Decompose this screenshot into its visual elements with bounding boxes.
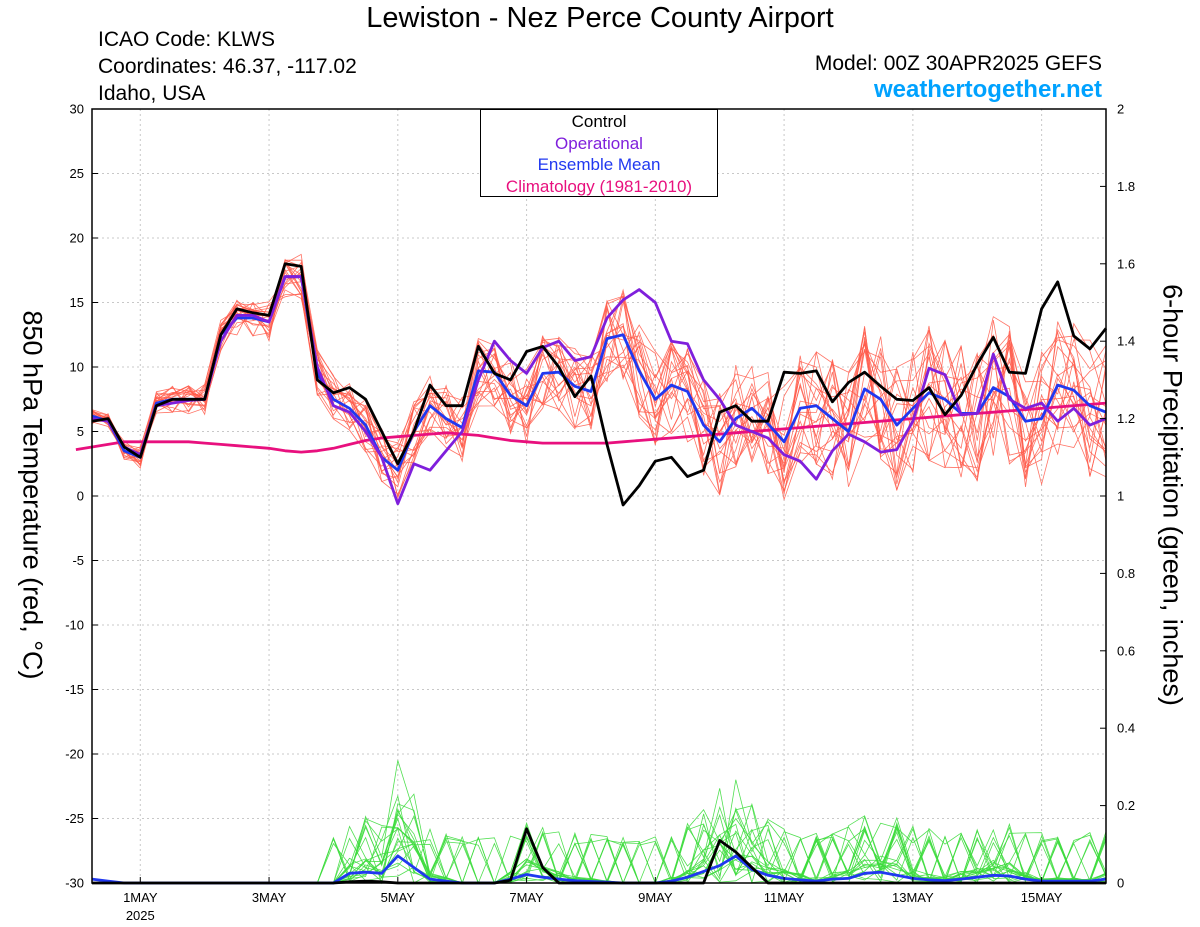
y-tick-label: 0 — [77, 489, 84, 504]
y-axis-label-precipitation: 6-hour Precipitation (green, inches) — [1157, 284, 1188, 706]
ensemble-member-precipitation-line — [92, 779, 1107, 884]
ensemble-member-precipitation-line — [92, 808, 1107, 884]
ensemble-mean-line-temperature — [91, 275, 1107, 472]
ensemble-member-temperature-line — [91, 265, 1107, 500]
y-tick-label: 20 — [70, 231, 84, 246]
ensemble-member-precipitation-line — [92, 793, 1107, 884]
ensemble-member-temperature-line — [91, 267, 1107, 486]
ensemble-member-precipitation-line — [92, 813, 1107, 884]
ensemble-member-precipitation-line — [92, 808, 1107, 884]
y-tick-label: 15 — [70, 295, 84, 310]
y2-tick-label: 0 — [1117, 876, 1124, 891]
ensemble-member-precipitation-line — [92, 809, 1107, 884]
y-axis-label-temperature: 850 hPa Temperature (red, °C) — [17, 310, 48, 680]
y2-tick-label: 1.2 — [1117, 411, 1135, 426]
ensemble-member-precipitation-line — [92, 807, 1107, 884]
site-link[interactable]: weathertogether.net — [873, 76, 1102, 103]
y-tick-label: -20 — [65, 747, 84, 762]
y2-tick-label: 1.4 — [1117, 334, 1135, 349]
y-tick-label: -10 — [65, 618, 84, 633]
y-tick-label: -5 — [72, 553, 84, 568]
x-tick-label: 11MAY — [764, 890, 805, 905]
legend-ensemble-mean: Ensemble Mean — [537, 155, 661, 174]
ensemble-member-precipitation-line — [92, 833, 1107, 885]
y-tick-label: -15 — [65, 682, 84, 697]
ensemble-member-temperature-line — [91, 253, 1107, 479]
chart-title: Lewiston - Nez Perce County Airport — [366, 2, 834, 34]
y-tick-label: 10 — [70, 360, 84, 375]
x-tick-label: 5MAY — [381, 890, 416, 905]
y-tick-label: 5 — [77, 424, 84, 439]
y2-tick-label: 0.2 — [1117, 798, 1135, 813]
y2-tick-label: 2 — [1117, 102, 1124, 117]
ensemble-member-temperature-line — [91, 261, 1107, 495]
legend-operational: Operational — [555, 133, 643, 153]
region: Idaho, USA — [98, 82, 206, 105]
y-tick-label: 30 — [70, 102, 84, 117]
y2-tick-label: 1.6 — [1117, 256, 1135, 271]
legend-climatology: Climatology (1981-2010) — [505, 176, 693, 196]
icao-code: ICAO Code: KLWS — [98, 28, 276, 51]
ensemble-member-precipitation-line — [92, 813, 1107, 884]
operational-line-temperature — [91, 275, 1107, 506]
ensemble-member-precipitation-line — [92, 802, 1107, 885]
ensemble-member-precipitation-line — [92, 794, 1107, 884]
x-tick-label: 7MAY — [509, 890, 544, 905]
x-tick-label: 3MAY — [252, 890, 287, 905]
y2-tick-label: 0.6 — [1117, 643, 1135, 658]
ensemble-member-precipitation-line — [92, 760, 1107, 884]
model-run: Model: 00Z 30APR2025 GEFS — [814, 52, 1102, 75]
legend-control: Control — [571, 112, 627, 131]
y2-tick-label: 0.8 — [1117, 566, 1135, 581]
y-tick-label: 25 — [70, 166, 84, 181]
ensemble-member-precipitation-line — [92, 814, 1107, 884]
y2-tick-label: 1 — [1117, 489, 1124, 504]
x-tick-label: 13MAY — [892, 890, 934, 905]
x-tick-label: 9MAY — [638, 890, 673, 905]
ensemble-member-precipitation-line — [92, 809, 1107, 884]
ensemble-member-precipitation-line — [92, 803, 1107, 885]
x-year-label: 2025 — [126, 908, 155, 923]
y-tick-label: -30 — [65, 876, 84, 891]
y2-tick-label: 1.8 — [1117, 179, 1135, 194]
y-tick-label: -25 — [65, 811, 84, 826]
climatology-line-temperature — [75, 401, 1107, 454]
y2-tick-label: 0.4 — [1117, 721, 1135, 736]
coordinates: Coordinates: 46.37, -117.02 — [98, 55, 357, 78]
control-line-temperature — [91, 262, 1108, 507]
legend: Control Operational Ensemble Mean Climat… — [480, 109, 718, 197]
x-tick-label: 15MAY — [1021, 890, 1063, 905]
x-tick-label: 1MAY — [123, 890, 158, 905]
